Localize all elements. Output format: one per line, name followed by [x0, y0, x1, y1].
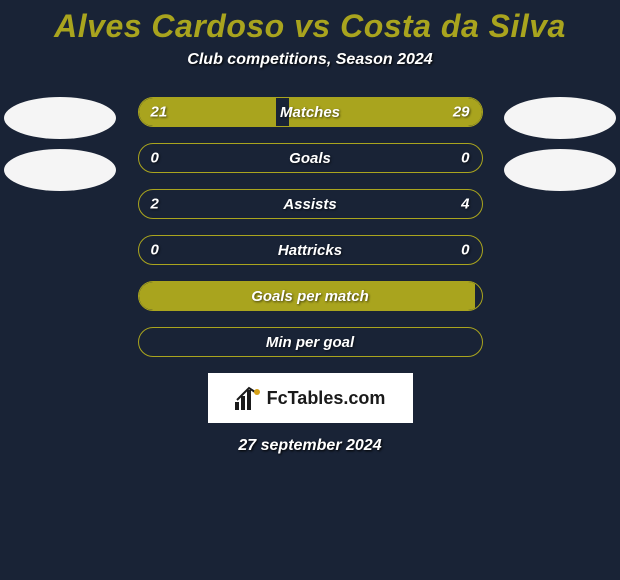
- stat-value-left: 2: [151, 196, 159, 213]
- stat-value-right: 4: [461, 196, 469, 213]
- date-label: 27 september 2024: [0, 437, 620, 455]
- player-photo-right-1: [504, 97, 616, 139]
- stat-row: 0 0 Goals: [138, 143, 483, 173]
- stat-label: Goals: [289, 150, 331, 167]
- stat-value-left: 21: [151, 104, 168, 121]
- stat-row: Goals per match: [138, 281, 483, 311]
- stat-value-left: 0: [151, 242, 159, 259]
- page-subtitle: Club competitions, Season 2024: [0, 51, 620, 69]
- player-photo-left-1: [4, 97, 116, 139]
- player-photo-left-2: [4, 149, 116, 191]
- stat-row: Min per goal: [138, 327, 483, 357]
- stat-value-right: 0: [461, 150, 469, 167]
- logo-text: FcTables.com: [267, 388, 386, 409]
- stat-row: 2 4 Assists: [138, 189, 483, 219]
- stat-value-right: 0: [461, 242, 469, 259]
- comparison-card: Alves Cardoso vs Costa da Silva Club com…: [0, 0, 620, 455]
- stat-label: Min per goal: [266, 334, 354, 351]
- player-photo-right-2: [504, 149, 616, 191]
- stats-area: 21 29 Matches 0 0 Goals 2 4 Assists 0 0 Hattricks Go…: [0, 97, 620, 357]
- stat-label: Matches: [280, 104, 340, 121]
- stat-label: Goals per match: [251, 288, 369, 305]
- stat-row: 21 29 Matches: [138, 97, 483, 127]
- page-title: Alves Cardoso vs Costa da Silva: [0, 8, 620, 45]
- stat-row: 0 0 Hattricks: [138, 235, 483, 265]
- stat-value-right: 29: [453, 104, 470, 121]
- stat-label: Assists: [283, 196, 336, 213]
- stat-value-left: 0: [151, 150, 159, 167]
- stat-bars: 21 29 Matches 0 0 Goals 2 4 Assists 0 0 Hattricks Go…: [138, 97, 483, 357]
- logo-box: FcTables.com: [208, 373, 413, 423]
- stat-label: Hattricks: [278, 242, 342, 259]
- fctables-logo-icon: [235, 386, 261, 410]
